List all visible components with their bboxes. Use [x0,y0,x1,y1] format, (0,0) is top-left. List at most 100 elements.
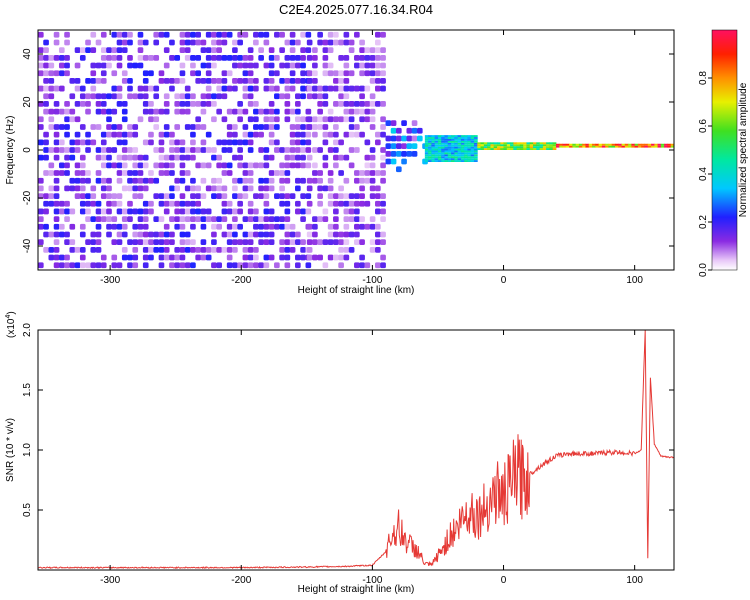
heatmap-cell [90,139,97,146]
heatmap-cell [364,170,371,176]
heatmap-cell [519,144,524,147]
heatmap-cell [127,170,133,176]
heatmap-cell [190,139,196,146]
heatmap-cell [205,131,212,138]
heatmap-cell [312,124,318,130]
heatmap-cell [470,152,475,155]
heatmap-cell [268,239,275,246]
heatmap-cell [116,154,123,161]
heatmap-cell [116,62,123,69]
heatmap-cell [295,93,301,100]
heatmap-cell [195,147,202,153]
heatmap-cell [305,31,312,38]
heatmap-cell [487,142,491,145]
heatmap-cell [454,156,459,159]
heatmap-cell [132,131,139,138]
heatmap-cell [242,216,249,222]
heatmap-cell [431,154,436,157]
heatmap-cell [513,142,518,145]
heatmap-cell [100,154,107,161]
heatmap-cell [121,154,128,161]
heatmap-cell [467,144,472,147]
heatmap-cell [195,193,202,199]
heatmap-cell [274,70,280,77]
spectrogram-y-tick-label: 20 [22,96,33,108]
heatmap-cell [268,54,275,61]
heatmap-cell [305,208,312,215]
heatmap-cell [460,138,465,141]
heatmap-cell [232,78,238,84]
heatmap-cell [451,152,455,155]
heatmap-cell [121,231,128,238]
heatmap-cell [43,170,49,176]
heatmap-cell [464,158,468,161]
heatmap-cell [38,54,44,61]
heatmap-cell [575,143,580,146]
heatmap-cell [237,223,243,230]
heatmap-cell [333,131,339,138]
heatmap-cell [258,216,264,222]
heatmap-cell [263,208,270,215]
heatmap-cell [121,216,128,222]
heatmap-cell [447,135,452,138]
heatmap-cell [327,62,334,69]
heatmap-cell [247,116,254,123]
heatmap-cell [137,170,144,176]
heatmap-cell [406,135,413,142]
heatmap-cell [121,170,128,176]
heatmap-cell [69,108,76,115]
heatmap-cell [431,135,436,138]
heatmap-cell [174,216,181,222]
heatmap-cell [64,124,70,130]
heatmap-cell [106,223,112,230]
heatmap-cell [85,239,91,246]
heatmap-cell [437,152,442,155]
heatmap-cell [441,140,445,143]
heatmap-cell [163,131,170,138]
heatmap-cell [85,131,91,138]
heatmap-cell [53,108,60,115]
heatmap-cell [258,131,264,138]
heatmap-cell [343,131,350,138]
heatmap-cell [116,101,123,107]
heatmap-cell [503,148,508,150]
heatmap-cell [53,139,60,146]
heatmap-cell [179,62,186,69]
heatmap-cell [74,78,81,84]
heatmap-cell [205,246,212,253]
heatmap-cell [467,137,472,139]
heatmap-cell [263,39,270,46]
heatmap-cell [242,62,249,69]
heatmap-cell [221,216,228,222]
heatmap-cell [451,150,455,153]
heatmap-cell [380,101,386,107]
heatmap-cell [565,143,570,146]
heatmap-cell [95,239,102,246]
heatmap-cell [295,101,301,107]
heatmap-cell [451,137,455,139]
heatmap-cell [451,138,455,141]
heatmap-cell [226,85,233,92]
heatmap-cell [493,142,498,145]
heatmap-cell [385,135,392,142]
heatmap-cell [516,148,521,150]
heatmap-cell [90,231,97,238]
spectrogram-heatmap [38,31,674,269]
heatmap-cell [552,144,557,147]
heatmap-cell [300,162,306,169]
heatmap-cell [268,47,275,54]
heatmap-cell [211,39,217,46]
heatmap-cell [253,108,259,115]
heatmap-cell [247,62,254,69]
heatmap-cell [295,124,301,130]
heatmap-cell [90,93,97,100]
heatmap-cell [106,154,112,161]
heatmap-cell [111,147,118,153]
heatmap-cell [470,135,475,138]
heatmap-cell [179,31,186,38]
heatmap-cell [369,239,376,246]
heatmap-cell [546,144,550,147]
heatmap-cell [660,145,665,148]
heatmap-cell [95,93,102,100]
heatmap-cell [460,142,465,145]
